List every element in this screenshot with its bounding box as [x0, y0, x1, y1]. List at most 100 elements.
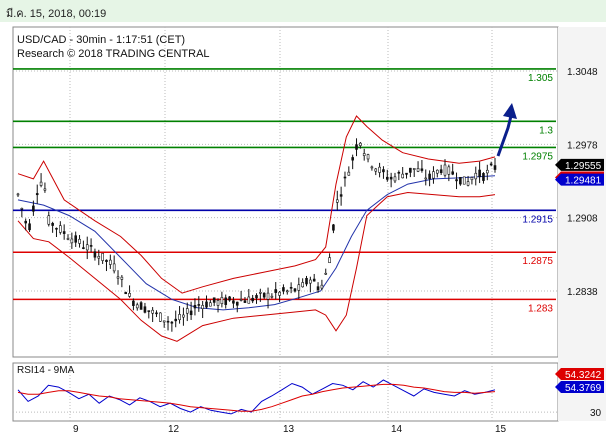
- x-tick-label: 14: [391, 424, 403, 435]
- date-time-label: มี.ค. 15, 2018, 00:19: [6, 8, 107, 20]
- candle-body: [235, 301, 239, 306]
- price-tag: [555, 158, 604, 171]
- candle-body: [47, 215, 51, 225]
- candle-body: [309, 279, 312, 284]
- candle-body: [359, 142, 362, 146]
- candle-body: [85, 244, 89, 251]
- price-tag-label: 1.29481: [565, 176, 602, 187]
- candle-body: [366, 154, 370, 160]
- x-tick-label: 12: [168, 424, 180, 435]
- level-label: 1.2875: [522, 256, 553, 267]
- candle-body: [416, 168, 420, 172]
- candle-body: [93, 251, 97, 258]
- candle-body: [332, 224, 335, 231]
- candle-body: [39, 181, 43, 186]
- price-tick-label: 1.2838: [567, 287, 598, 298]
- candle-body: [212, 297, 216, 303]
- candle-body: [128, 292, 131, 297]
- candle-body: [16, 193, 20, 196]
- candle-body: [486, 169, 489, 174]
- candle-body: [132, 300, 135, 306]
- candle-body: [35, 193, 39, 196]
- candle-body: [151, 309, 154, 314]
- candle-body: [312, 278, 316, 282]
- candle-body: [205, 301, 208, 308]
- candle-body: [62, 231, 66, 234]
- rsi-line: [17, 379, 496, 415]
- rsi-value-tag-label: 54.3769: [565, 383, 602, 394]
- candle-body: [355, 144, 358, 150]
- candle-body: [116, 276, 120, 279]
- candle-body: [409, 167, 412, 173]
- candle-body: [43, 188, 47, 191]
- candle-body: [489, 163, 493, 166]
- candle-body: [339, 194, 343, 197]
- candle-body: [482, 173, 485, 181]
- candle-body: [101, 253, 104, 261]
- candle-body: [370, 166, 374, 169]
- candle-body: [328, 257, 331, 264]
- candle-body: [393, 176, 397, 182]
- candle-body: [362, 153, 366, 156]
- candle-body: [432, 171, 435, 179]
- candle-body: [89, 245, 93, 247]
- price-tick-label: 1.3048: [567, 67, 598, 78]
- candle-body: [401, 173, 404, 179]
- candle-body: [251, 297, 254, 302]
- level-label: 1.283: [528, 303, 553, 314]
- date-bar: มี.ค. 15, 2018, 00:19: [0, 0, 606, 22]
- candle-body: [209, 302, 212, 307]
- candle-body: [174, 318, 178, 322]
- candle-body: [351, 157, 354, 161]
- candle-body: [305, 277, 308, 285]
- candle-body: [428, 173, 431, 180]
- candle-body: [105, 259, 108, 262]
- candle-body: [466, 181, 470, 186]
- chart-subtitle: Research © 2018 TRADING CENTRAL: [17, 48, 210, 60]
- candle-body: [59, 225, 62, 233]
- price-tick-label: 1.2978: [567, 140, 598, 151]
- bollinger-lower-line: [17, 191, 496, 342]
- candle-body: [274, 289, 278, 293]
- candle-body: [82, 247, 85, 249]
- candle-body: [255, 295, 258, 299]
- candle-body: [139, 302, 143, 310]
- candle-body: [343, 176, 347, 179]
- candle-body: [455, 179, 458, 182]
- candle-body: [324, 272, 328, 275]
- candle-body: [247, 296, 251, 304]
- candle-body: [420, 168, 424, 171]
- candle-body: [70, 238, 74, 244]
- candle-body: [20, 208, 24, 210]
- candle-body: [478, 169, 481, 178]
- level-label: 1.2915: [522, 214, 553, 225]
- candle-body: [220, 297, 224, 304]
- candle-body: [262, 292, 266, 298]
- rsi-title: RSI14 - 9MA: [17, 365, 75, 376]
- candle-body: [289, 287, 293, 289]
- candle-body: [389, 176, 393, 180]
- candle-body: [335, 199, 339, 203]
- forecast-arrowhead: [503, 103, 517, 119]
- candle-body: [397, 172, 401, 174]
- candle-body: [285, 290, 289, 293]
- candle-body: [239, 299, 243, 301]
- candle-body: [143, 306, 147, 313]
- candle-body: [78, 238, 81, 244]
- candle-body: [232, 300, 235, 304]
- candle-body: [166, 320, 170, 323]
- price-axis-area: [558, 27, 606, 421]
- candle-body: [189, 310, 193, 316]
- x-tick-label: 9: [73, 424, 79, 435]
- rsi-ma-line: [17, 383, 496, 412]
- level-label: 1.2975: [522, 151, 553, 162]
- rsi-value-tag-label: 54.3242: [565, 370, 602, 381]
- candle-body: [301, 282, 304, 288]
- candle-body: [459, 176, 462, 185]
- candle-body: [470, 177, 474, 181]
- candle-body: [382, 169, 385, 173]
- moving-average-line: [17, 175, 496, 311]
- candle-body: [297, 284, 301, 291]
- candle-body: [282, 287, 285, 292]
